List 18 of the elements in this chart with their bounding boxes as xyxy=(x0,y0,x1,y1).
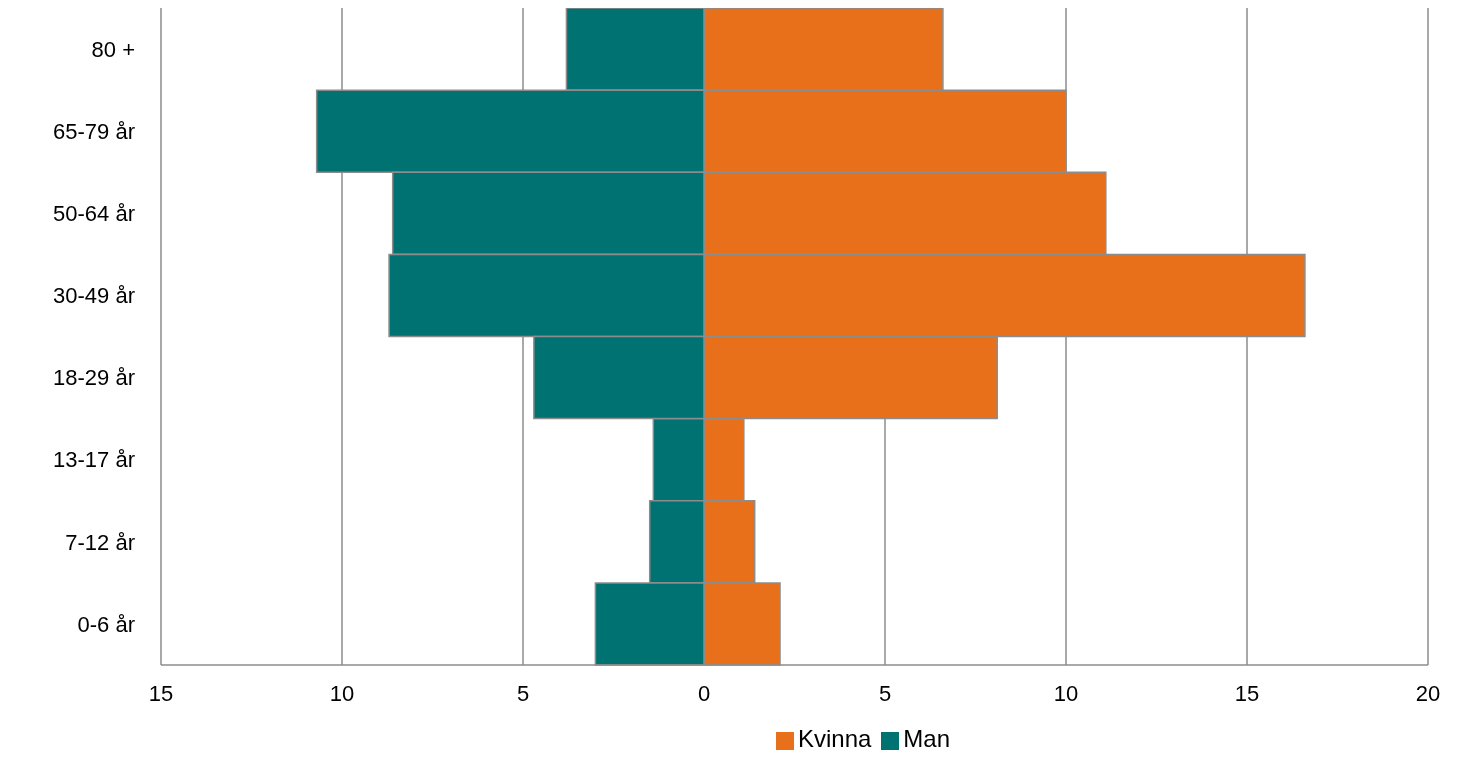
y-tick-label: 18-29 år xyxy=(53,365,135,391)
x-tick-label: 20 xyxy=(1415,680,1441,706)
legend-label: Kvinna xyxy=(797,725,872,752)
x-tick-label: 5 xyxy=(516,680,530,706)
x-tick-label: 10 xyxy=(329,680,355,706)
x-tick-label: 10 xyxy=(1053,680,1079,706)
x-tick-label: 15 xyxy=(1234,680,1260,706)
y-tick-label: 80 + xyxy=(91,36,135,62)
x-tick-label: 15 xyxy=(148,680,174,706)
y-tick-label: 0-6 år xyxy=(77,611,135,637)
legend-label: Man xyxy=(903,725,951,752)
y-tick-label: 65-79 år xyxy=(53,119,135,144)
x-tick-label: 5 xyxy=(878,680,892,706)
x-tick-label: 0 xyxy=(697,680,711,706)
y-tick-label: 7-12 år xyxy=(65,529,135,555)
y-tick-label: 30-49 år xyxy=(53,283,135,309)
y-tick-label: 50-64 år xyxy=(53,201,135,227)
y-tick-label: 13-17 år xyxy=(53,447,135,473)
